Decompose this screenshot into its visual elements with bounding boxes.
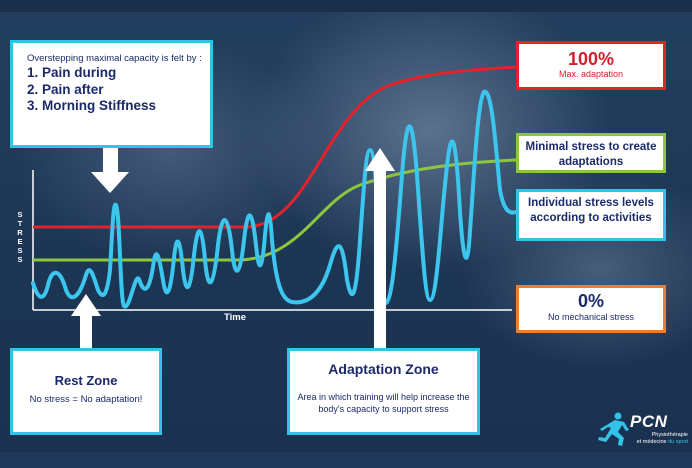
overstep-intro: Overstepping maximal capacity is felt by… bbox=[27, 53, 202, 64]
no-stress-percent: 0% bbox=[577, 291, 604, 311]
rest-zone-arrow bbox=[71, 294, 101, 348]
adaptation-zone-title: Adaptation Zone bbox=[328, 361, 439, 377]
overstep-arrow bbox=[91, 148, 129, 193]
logo-name: PCN bbox=[630, 412, 668, 431]
overstep-item-morning-stiffness: 3. Morning Stiffness bbox=[27, 98, 157, 113]
bottom-band bbox=[0, 452, 692, 468]
overstep-box: Overstepping maximal capacity is felt by… bbox=[10, 40, 213, 148]
no-stress-box: 0% No mechanical stress bbox=[516, 285, 666, 333]
adaptation-zone-box: Adaptation Zone Area in which training w… bbox=[287, 348, 480, 435]
arrows bbox=[71, 148, 395, 348]
overstep-item-pain-after: 2. Pain after bbox=[27, 81, 104, 97]
logo-line1: Physiothérapie bbox=[651, 432, 688, 438]
max-adaptation-curve bbox=[33, 65, 517, 229]
no-stress-label: No mechanical stress bbox=[547, 312, 635, 322]
min-adaptation-curve bbox=[33, 158, 517, 262]
stress-curve bbox=[31, 89, 518, 309]
logo-tagline: Physiothérapie et médecine du sport bbox=[622, 432, 688, 445]
max-adaptation-label: Max. adaptation bbox=[558, 69, 624, 79]
logo-line2: et médecine bbox=[636, 438, 667, 445]
individual-stress-box: Individual stress levels according to ac… bbox=[516, 189, 666, 241]
logo-line2-accent: du sport bbox=[668, 438, 688, 445]
max-adaptation-box: 100% Max. adaptation bbox=[516, 41, 666, 90]
top-band bbox=[0, 0, 692, 12]
individual-stress-text: Individual stress levels according to ac… bbox=[528, 197, 654, 224]
rest-zone-title: Rest Zone bbox=[54, 373, 118, 388]
adaptation-zone-desc: Area in which training will help increas… bbox=[297, 392, 470, 414]
minimal-stress-text: Minimal stress to create adaptations bbox=[525, 141, 657, 168]
rest-zone-box: Rest Zone No stress = No adaptation! bbox=[10, 348, 162, 435]
minimal-stress-box: Minimal stress to create adaptations bbox=[516, 133, 666, 173]
adaptation-zone-arrow bbox=[365, 148, 395, 348]
max-adaptation-percent: 100% bbox=[567, 49, 615, 69]
overstep-item-pain-during: 1. Pain during bbox=[27, 65, 117, 80]
rest-zone-desc: No stress = No adaptation! bbox=[29, 394, 143, 405]
x-axis-label: Time bbox=[224, 312, 247, 323]
runner-logo-icon bbox=[598, 412, 629, 446]
